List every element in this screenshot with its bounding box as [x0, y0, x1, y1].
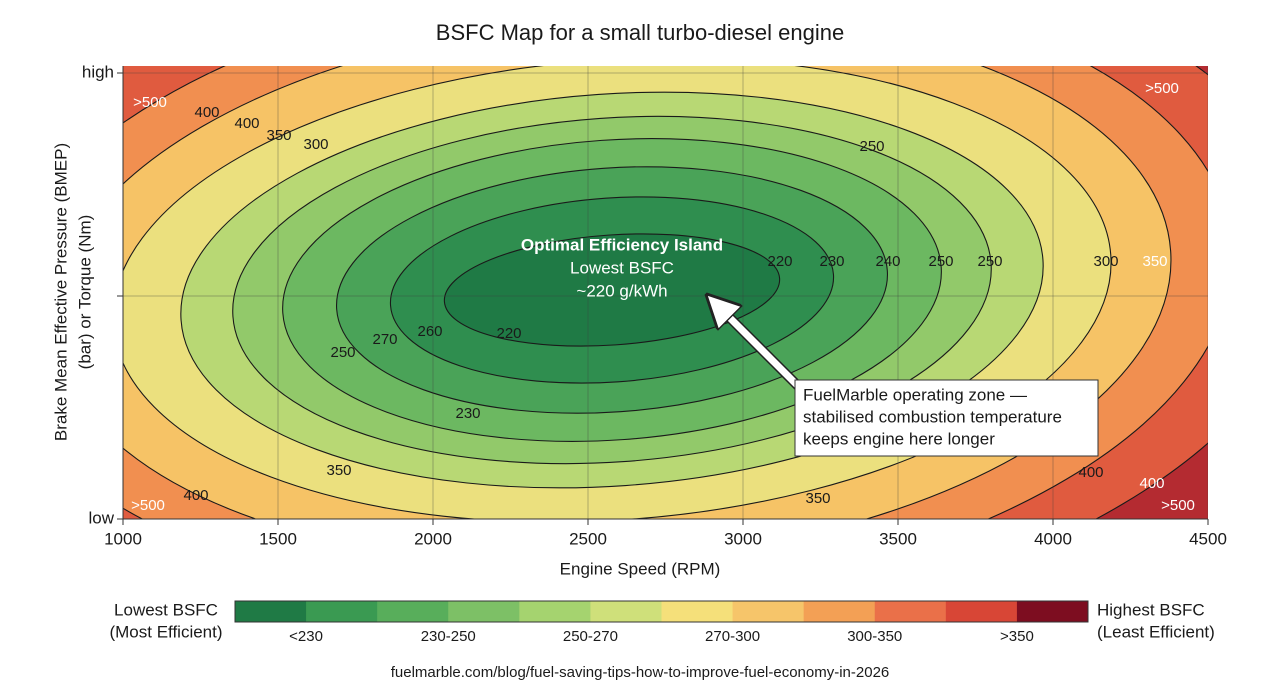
colorbar-low-label: Lowest BSFC [114, 600, 218, 619]
colorbar-cell [306, 601, 378, 622]
x-tick-label: 2000 [414, 529, 452, 548]
contour-label: 220 [496, 325, 521, 342]
y-axis-label: Brake Mean Effective Pressure (BMEP) [51, 143, 70, 441]
contour-region [443, 233, 781, 347]
colorbar-cell [661, 601, 734, 622]
y-tick-label: high [82, 62, 114, 81]
contour-label: 350 [326, 462, 351, 479]
contour-label: 400 [1078, 464, 1103, 481]
colorbar-label: <230 [289, 628, 323, 645]
y-axis-label: (bar) or Torque (Nm) [75, 215, 94, 370]
callout-arrow [718, 306, 803, 391]
chart-title: BSFC Map for a small turbo-diesel engine [436, 20, 844, 45]
island-annotation: Lowest BSFC [570, 258, 674, 277]
contour-label: 250 [859, 138, 884, 155]
colorbar-label: 270-300 [705, 628, 760, 645]
callout-box [794, 379, 1099, 457]
colorbar-cell [235, 601, 307, 622]
colorbar-cell [590, 601, 662, 622]
contour-label: 400 [194, 104, 219, 121]
overlay: >500 400 400 350 300 250 220 230 240 250 250 300 350… [131, 80, 1195, 514]
contour-label: 270 [372, 331, 397, 348]
colorbar-cell [377, 601, 449, 622]
colorbar-label: 230-250 [421, 628, 476, 645]
colorbar-cell [945, 601, 1018, 622]
callout-text: FuelMarble operating zone — [803, 385, 1027, 404]
contour-label: 350 [266, 127, 291, 144]
x-tick-label: 4000 [1034, 529, 1072, 548]
colorbar-label: >350 [1000, 628, 1034, 645]
contour-label: 260 [417, 323, 442, 340]
contour-label: 350 [1142, 253, 1167, 270]
contour-label: 300 [303, 136, 328, 153]
source: fuelmarble.com/blog/fuel-saving-tips-how… [391, 664, 890, 681]
colorbar-cell [448, 601, 520, 622]
callout-text: keeps engine here longer [803, 429, 995, 448]
contour-label: 220 [767, 253, 792, 270]
colorbar-high-label: Highest BSFC [1097, 600, 1205, 619]
x-tick-label: 3000 [724, 529, 762, 548]
contour-label: 240 [875, 253, 900, 270]
island-annotation: ~220 g/kWh [576, 281, 667, 300]
contour-label: >500 [131, 497, 165, 514]
contour-label: 400 [234, 115, 259, 132]
contour-label: 400 [1139, 475, 1164, 492]
island-annotation: Optimal Efficiency Island [521, 235, 723, 254]
contour-label: >500 [1145, 80, 1179, 97]
colorbar-low-label: (Most Efficient) [109, 622, 222, 641]
callout-text: stabilised combustion temperature [803, 407, 1062, 426]
x-tick-label: 4500 [1189, 529, 1227, 548]
colorbar-cell [732, 601, 805, 622]
colorbar-label: 300-350 [847, 628, 902, 645]
contour-label: >500 [1161, 497, 1195, 514]
colorbar-frame [234, 600, 1089, 623]
colorbar-label: 250-270 [563, 628, 618, 645]
y-tick-label: low [88, 508, 114, 527]
x-tick-label: 2500 [569, 529, 607, 548]
colorbar-cell [874, 601, 947, 622]
contour-label: 250 [928, 253, 953, 270]
contour-label: >500 [133, 94, 167, 111]
x-tick-label: 1000 [104, 529, 142, 548]
colorbar-cell [1016, 601, 1089, 622]
x-axis-label: Engine Speed (RPM) [560, 559, 721, 578]
contour-label: 230 [819, 253, 844, 270]
contour-label: 250 [977, 253, 1002, 270]
contour-label: 230 [455, 405, 480, 422]
x-tick-label: 1500 [259, 529, 297, 548]
colorbar-cell [803, 601, 876, 622]
contour-label: 300 [1093, 253, 1118, 270]
colorbar-high-label: (Least Efficient) [1097, 622, 1215, 641]
contour-label: 250 [330, 344, 355, 361]
x-tick-label: 3500 [879, 529, 917, 548]
colorbar-cell [519, 601, 591, 622]
contour-label: 400 [183, 487, 208, 504]
contour-label: 350 [805, 490, 830, 507]
